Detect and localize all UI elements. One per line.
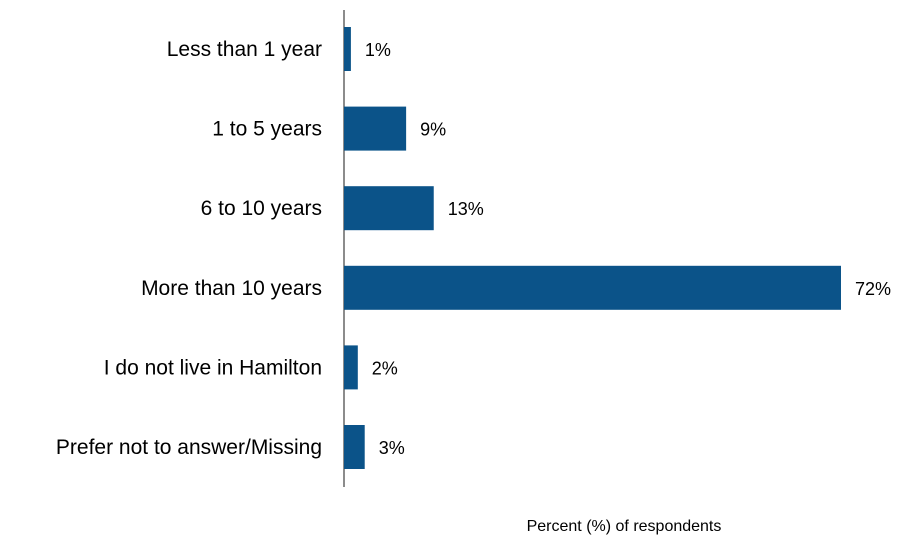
bar-0 [344, 27, 351, 71]
bar-5 [344, 425, 365, 469]
value-label-1: 9% [420, 120, 446, 140]
value-label-0: 1% [365, 40, 391, 60]
category-label-2: 6 to 10 years [201, 197, 322, 220]
category-labels-group: Less than 1 year 1 to 5 years 6 to 10 year… [56, 38, 322, 459]
category-label-3: More than 10 years [141, 277, 322, 300]
bars-group [344, 27, 841, 469]
value-label-2: 13% [448, 199, 484, 219]
bar-1 [344, 106, 407, 151]
bar-4 [344, 345, 358, 390]
category-label-0: Less than 1 year [167, 38, 322, 61]
category-label-4: I do not live in Hamilton [104, 356, 322, 379]
value-label-4: 2% [372, 358, 398, 378]
bar-2 [344, 186, 434, 231]
value-label-5: 3% [379, 438, 405, 458]
category-label-5: Prefer not to answer/Missing [56, 436, 322, 459]
bar-3 [344, 265, 841, 310]
x-axis-title: Percent (%) of respondents [527, 518, 722, 535]
value-labels-group: 1% 9% 13% 72% 2% 3% [365, 40, 891, 458]
value-label-3: 72% [855, 279, 891, 299]
category-label-1: 1 to 5 years [212, 118, 322, 141]
